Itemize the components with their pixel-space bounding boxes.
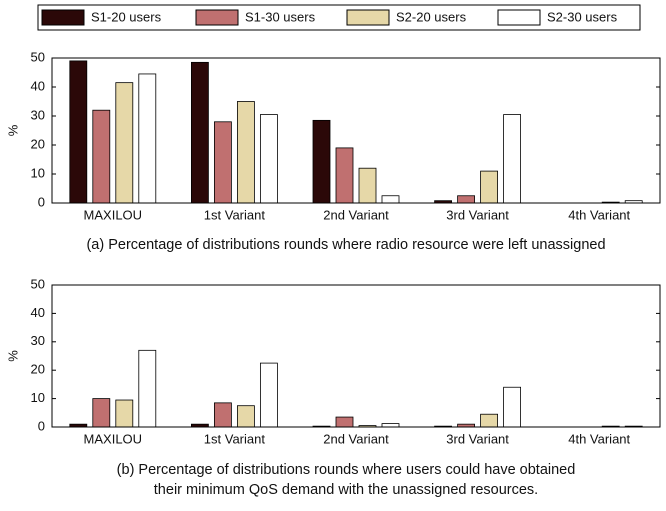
caption: their minimum QoS demand with the unassi… — [154, 482, 538, 498]
bar — [259, 114, 278, 204]
y-axis-label: % — [5, 350, 20, 362]
bar — [480, 170, 499, 204]
x-tick-label: 4th Variant — [568, 431, 630, 446]
bar — [138, 73, 157, 204]
x-tick-label: MAXILOU — [84, 431, 143, 446]
plot-frame — [51, 284, 661, 428]
y-tick-label: 0 — [38, 418, 45, 433]
legend-swatch — [497, 9, 541, 26]
bar — [480, 413, 499, 428]
bar — [190, 61, 209, 204]
bar — [92, 109, 111, 204]
legend-swatch — [346, 9, 390, 26]
bar — [92, 398, 111, 428]
y-tick-label: 0 — [38, 194, 45, 209]
caption: (a) Percentage of distributions rounds w… — [86, 237, 605, 253]
legend-label: S2-30 users — [547, 9, 618, 24]
x-tick-label: 4th Variant — [568, 207, 630, 222]
legend-label: S2-20 users — [396, 9, 467, 24]
plot-frame — [51, 57, 661, 204]
bar — [236, 101, 255, 204]
bar — [312, 119, 331, 204]
bar — [503, 386, 522, 428]
bar — [213, 402, 232, 428]
x-tick-label: 3rd Variant — [446, 431, 509, 446]
bar — [335, 147, 354, 204]
y-tick-label: 10 — [31, 165, 45, 180]
y-tick-label: 20 — [31, 362, 45, 377]
bar — [381, 195, 400, 204]
x-tick-label: 2nd Variant — [323, 431, 389, 446]
bar — [236, 405, 255, 428]
bar — [115, 399, 134, 428]
bar — [335, 416, 354, 428]
y-tick-label: 40 — [31, 305, 45, 320]
bar — [259, 362, 278, 428]
y-tick-label: 40 — [31, 78, 45, 93]
bar — [69, 60, 88, 204]
x-tick-label: 3rd Variant — [446, 207, 509, 222]
x-tick-label: MAXILOU — [84, 207, 143, 222]
bar — [503, 114, 522, 204]
bar — [213, 121, 232, 204]
bar — [358, 167, 377, 204]
y-tick-label: 10 — [31, 390, 45, 405]
bar — [457, 195, 476, 204]
x-tick-label: 1st Variant — [204, 431, 266, 446]
legend-label: S1-30 users — [245, 9, 316, 24]
bar — [115, 82, 134, 204]
x-tick-label: 1st Variant — [204, 207, 266, 222]
y-axis-label: % — [5, 124, 20, 136]
legend-swatch — [41, 9, 85, 26]
legend-swatch — [195, 9, 239, 26]
y-tick-label: 30 — [31, 107, 45, 122]
y-tick-label: 50 — [31, 49, 45, 64]
caption: (b) Percentage of distributions rounds w… — [117, 462, 576, 478]
y-tick-label: 30 — [31, 333, 45, 348]
legend-label: S1-20 users — [91, 9, 162, 24]
x-tick-label: 2nd Variant — [323, 207, 389, 222]
bar — [381, 423, 400, 428]
bar — [138, 349, 157, 428]
y-tick-label: 20 — [31, 136, 45, 151]
y-tick-label: 50 — [31, 276, 45, 291]
